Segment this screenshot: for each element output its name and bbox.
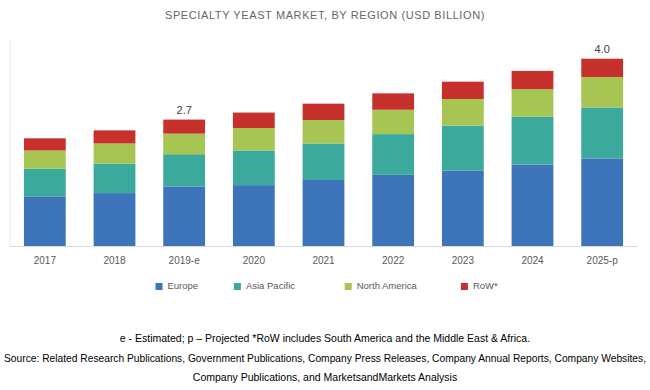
bar-segment (512, 71, 554, 89)
bar-segment (442, 99, 484, 126)
bar-segment (372, 93, 414, 109)
x-tick-label: 2017 (34, 255, 57, 266)
x-tick-label: 2025-p (587, 255, 619, 266)
x-tick-label: 2019-e (169, 255, 201, 266)
bar-segment (372, 175, 414, 246)
bar-segment (233, 113, 275, 128)
bar-segment (24, 196, 66, 246)
bar-segment (303, 120, 345, 143)
bar-segment (372, 134, 414, 175)
bar-segment (233, 128, 275, 150)
bar-segment (581, 158, 623, 246)
legend-swatch (156, 283, 163, 290)
x-tick-label: 2020 (243, 255, 266, 266)
bar-segment (94, 143, 136, 163)
bar-segment (94, 164, 136, 193)
bar-segment (233, 150, 275, 185)
total-label: 4.0 (595, 43, 610, 55)
bar-segment (442, 171, 484, 246)
bar-segment (94, 130, 136, 143)
bar-segment (303, 180, 345, 246)
bar-segment (163, 134, 205, 155)
bar-segment (581, 59, 623, 77)
bars (24, 59, 623, 246)
legend-label: North America (357, 280, 418, 291)
x-tick-label: 2021 (312, 255, 335, 266)
x-axis-line (10, 246, 637, 247)
total-label: 2.7 (177, 104, 192, 116)
legend-swatch (345, 283, 352, 290)
x-tick-label: 2022 (382, 255, 405, 266)
bar-segment (163, 187, 205, 246)
bar-segment (442, 82, 484, 99)
x-tick-label: 2023 (452, 255, 475, 266)
bar-segment (163, 154, 205, 186)
footnote: e - Estimated; p – Projected *RoW includ… (120, 332, 530, 344)
bar-segment (24, 138, 66, 150)
bar-segment (372, 110, 414, 134)
legend-swatch (234, 283, 241, 290)
bar-segment (512, 117, 554, 165)
bar-segment (581, 107, 623, 158)
bar-segment (24, 150, 66, 168)
bar-segment (581, 77, 623, 107)
legend-label: Asia Pacific (246, 280, 295, 291)
bar-segment (512, 89, 554, 117)
bar-segment (233, 185, 275, 246)
legend: Europe Asia Pacific North America RoW* (156, 280, 499, 291)
footnote: Company Publications, and MarketsandMark… (193, 371, 457, 383)
bar-segment (442, 126, 484, 171)
legend-label: RoW* (473, 280, 498, 291)
bar-segment (163, 120, 205, 134)
legend-label: Europe (168, 280, 199, 291)
title: SPECIALTY YEAST MARKET, BY REGION (USD B… (165, 9, 485, 21)
x-tick-label: 2024 (521, 255, 544, 266)
bar-segment (24, 169, 66, 197)
bar-segment (512, 165, 554, 246)
bar-segment (94, 193, 136, 246)
footnote: Source: Related Research Publications, G… (4, 352, 646, 364)
bar-segment (303, 143, 345, 180)
legend-swatch (461, 283, 468, 290)
y-axis-line (10, 40, 11, 246)
bar-segment (303, 104, 345, 120)
chart: SPECIALTY YEAST MARKET, BY REGION (USD B… (0, 0, 650, 390)
x-tick-label: 2018 (103, 255, 126, 266)
